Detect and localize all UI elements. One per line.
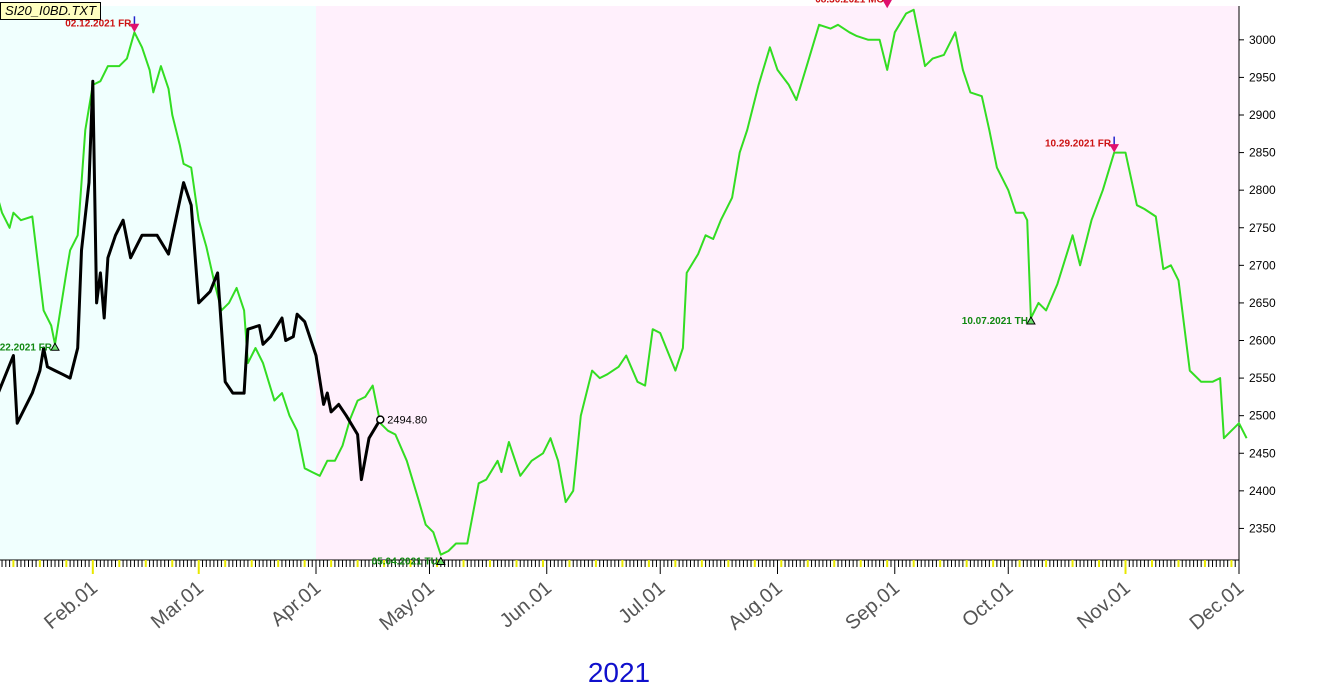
- y-tick-label: 2350: [1249, 521, 1276, 535]
- chart-title: SI20_I0BD.TXT: [0, 2, 101, 20]
- x-tick-label: Nov.01: [1073, 577, 1135, 634]
- x-tick-label: Feb.01: [40, 577, 102, 634]
- y-tick-label: 2400: [1249, 484, 1276, 498]
- x-tick-label: Jul.01: [614, 577, 669, 628]
- annotation-label: 10.07.2021 TH: [962, 316, 1028, 327]
- x-tick-label: Aug.01: [724, 577, 787, 635]
- y-tick-label: 2650: [1249, 296, 1276, 310]
- x-tick-label: Oct.01: [958, 577, 1017, 632]
- y-tick-label: 2550: [1249, 371, 1276, 385]
- x-tick-label: Mar.01: [147, 577, 208, 633]
- shaded-region-2: [316, 6, 1239, 560]
- y-tick-label: 2950: [1249, 70, 1276, 84]
- y-tick-label: 2800: [1249, 183, 1276, 197]
- x-tick-label: Sep.01: [841, 577, 904, 635]
- last-value-label: 2494.80: [387, 415, 427, 427]
- year-label: 2021: [588, 657, 650, 688]
- y-tick-label: 2750: [1249, 221, 1276, 235]
- last-value-marker: [377, 416, 384, 423]
- x-tick-label: Jun.01: [496, 577, 556, 632]
- y-tick-label: 2900: [1249, 108, 1276, 122]
- annotation-label: 01.22.2021 FR: [0, 342, 53, 353]
- annotation-label: 08.30.2021 MO: [815, 0, 884, 5]
- x-tick-label: May.01: [375, 577, 438, 635]
- y-tick-label: 2700: [1249, 258, 1276, 272]
- axis-labels: Feb.01 Mar.01 Apr.01 May.01 Jun.01 Jul.01 Aug.…: [40, 577, 1248, 688]
- y-tick-label: 2450: [1249, 446, 1276, 460]
- y-tick-label: 3000: [1249, 33, 1276, 47]
- y-tick-label: 2600: [1249, 334, 1276, 348]
- background-regions: [0, 6, 1239, 560]
- y-tick-label: 2500: [1249, 409, 1276, 423]
- x-tick-label: Apr.01: [267, 577, 325, 631]
- shaded-region-1: [0, 6, 316, 560]
- y-tick-label: 2850: [1249, 146, 1276, 160]
- annotation-label: 10.29.2021 FR: [1045, 139, 1112, 150]
- x-tick-label: Dec.01: [1186, 577, 1249, 635]
- annotation-label: 05.04.2021 TU: [372, 556, 438, 567]
